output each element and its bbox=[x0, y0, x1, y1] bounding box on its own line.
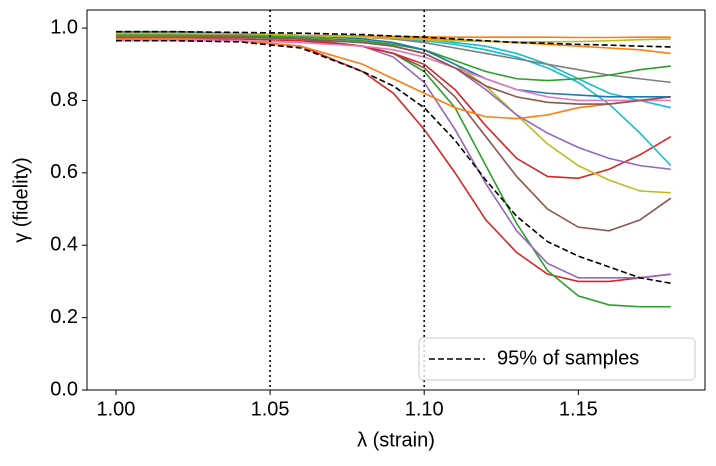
x-tick-label: 1.00 bbox=[97, 398, 136, 420]
legend-box bbox=[418, 337, 696, 381]
y-tick-label: 0.2 bbox=[50, 306, 78, 328]
y-tick-label: 1.0 bbox=[50, 16, 78, 38]
plot-area bbox=[115, 10, 672, 390]
y-tick-label: 0.6 bbox=[50, 161, 78, 183]
x-tick-label: 1.10 bbox=[405, 398, 444, 420]
series-line bbox=[115, 39, 671, 285]
x-tick-label: 1.05 bbox=[251, 398, 290, 420]
series-line bbox=[115, 36, 671, 105]
y-tick-label: 0.4 bbox=[50, 234, 78, 256]
x-axis-label: λ (strain) bbox=[357, 429, 435, 451]
legend-label: 95% of samples bbox=[497, 347, 639, 369]
axes-frame bbox=[86, 9, 706, 391]
x-tick-label: 1.15 bbox=[559, 398, 598, 420]
y-tick-label: 0.0 bbox=[50, 378, 78, 400]
series-line bbox=[115, 38, 672, 180]
series-line bbox=[115, 38, 671, 120]
y-axis-label: γ (fidelity) bbox=[10, 157, 32, 243]
series-line bbox=[115, 34, 671, 82]
series-line bbox=[115, 32, 671, 43]
y-tick-label: 0.8 bbox=[50, 89, 78, 111]
